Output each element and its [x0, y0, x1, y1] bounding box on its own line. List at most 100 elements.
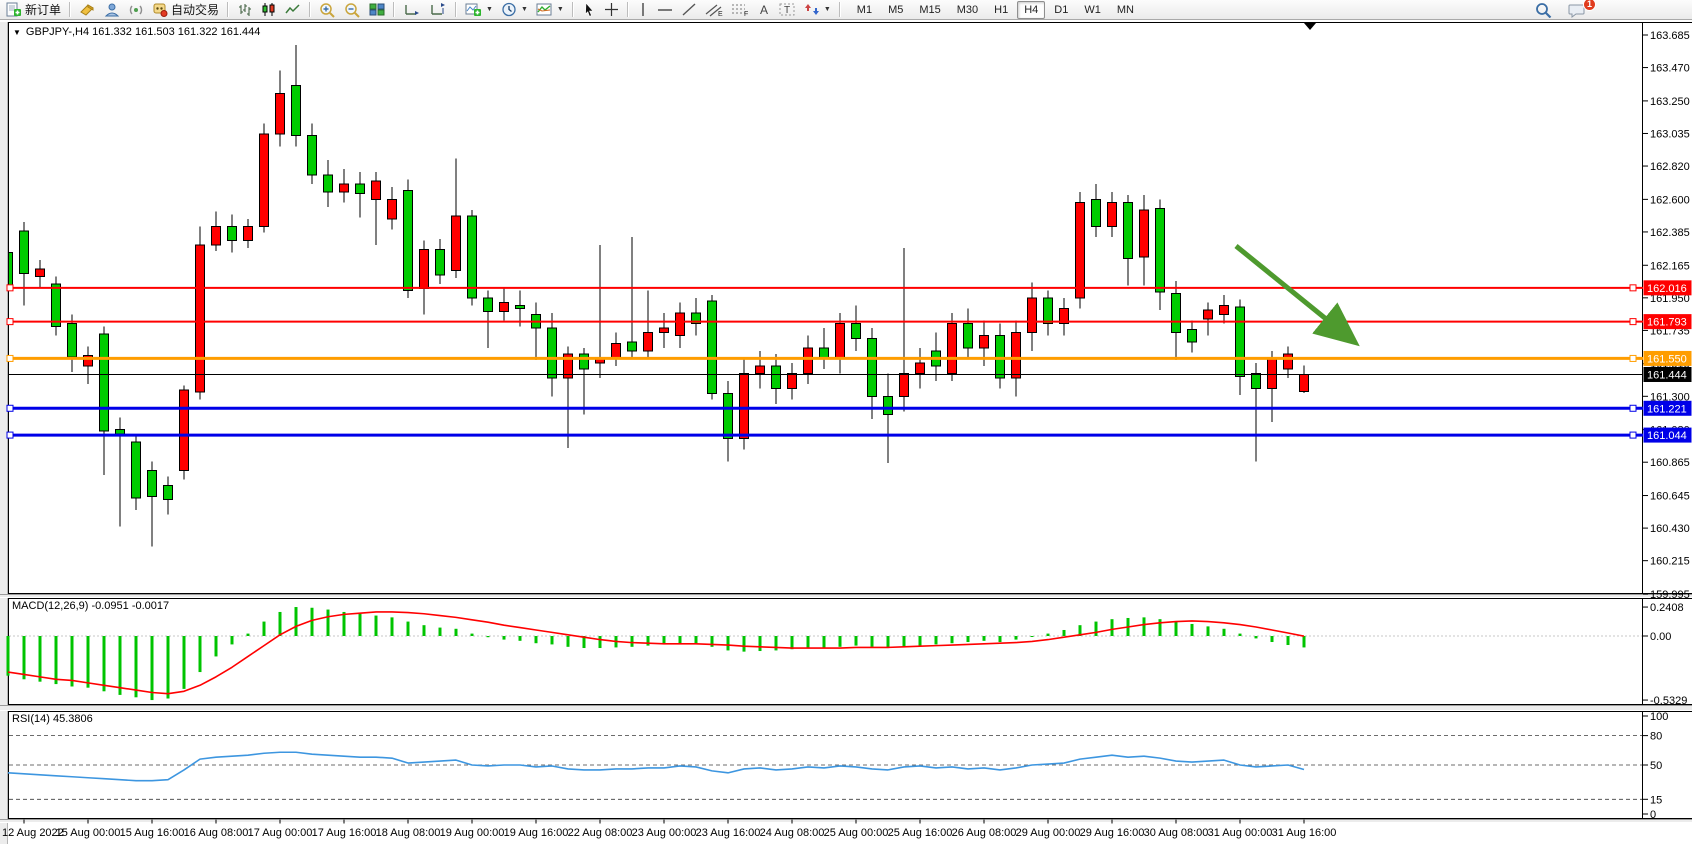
new-order-button[interactable]: 新订单: [2, 0, 65, 20]
timeframe-M5[interactable]: M5: [888, 3, 904, 16]
hline-handle[interactable]: [6, 431, 14, 439]
time-label: 22 Aug 08:00: [568, 827, 633, 839]
timeframe-M15[interactable]: M15: [919, 3, 941, 16]
text-label-tool-button[interactable]: T: [775, 0, 800, 20]
template-button[interactable]: ▼: [532, 0, 568, 20]
timeframe-M1[interactable]: M1: [856, 3, 873, 16]
crosshair-tool-button[interactable]: [600, 0, 623, 20]
macd-bar: [342, 611, 346, 636]
time-label: 16 Aug 08:00: [184, 827, 249, 839]
time-label: 18 Aug 08:00: [376, 827, 441, 839]
line-chart-mode-button[interactable]: [281, 0, 305, 20]
clock-icon: [502, 2, 516, 17]
hline-handle[interactable]: [1629, 318, 1637, 326]
timeframe-M30[interactable]: M30: [956, 3, 979, 16]
profile-button[interactable]: [100, 0, 124, 20]
vertical-line-tool-button[interactable]: [633, 0, 653, 20]
price-tick-label: 163.035: [1650, 128, 1690, 140]
search-button[interactable]: [1531, 0, 1556, 20]
candle-body: [1043, 297, 1053, 325]
periods-button[interactable]: ▼: [497, 0, 532, 20]
hline-handle[interactable]: [6, 284, 14, 292]
timeframe-D1[interactable]: D1: [1054, 3, 1069, 16]
left-gutter: [0, 22, 8, 844]
candle-body: [835, 323, 845, 359]
zoom-in-button[interactable]: [315, 0, 340, 20]
fibonacci-tool-button[interactable]: F: [727, 0, 753, 20]
hline-handle[interactable]: [1629, 431, 1637, 439]
timeframe-W1[interactable]: W1: [1084, 3, 1101, 16]
panel-splitter[interactable]: [0, 819, 1692, 823]
candle-body: [163, 485, 173, 500]
cursor-tool-button[interactable]: [578, 0, 600, 20]
indicators-button[interactable]: ▼: [461, 0, 497, 20]
candle-body: [883, 395, 893, 415]
macd-bar: [198, 636, 202, 673]
search-icon: [1536, 2, 1552, 18]
hline-handle[interactable]: [1629, 354, 1637, 362]
trendline-tool-button[interactable]: [677, 0, 701, 20]
bookmark-button[interactable]: [75, 0, 100, 20]
channel-tool-button[interactable]: E: [701, 0, 727, 20]
panel-splitter[interactable]: [0, 705, 1692, 711]
candle-body: [227, 226, 237, 241]
candle-body: [979, 335, 989, 349]
macd-bar: [630, 636, 634, 647]
auto-trading-label: 自动交易: [171, 3, 220, 17]
bar-chart-mode-button[interactable]: [233, 0, 257, 20]
candle-chart-mode-button[interactable]: [257, 0, 281, 20]
arrange-right-button[interactable]: [425, 0, 451, 20]
chart-shift-marker-icon[interactable]: [1304, 23, 1316, 30]
candle-body: [499, 301, 509, 312]
macd-bar: [838, 636, 842, 647]
fibonacci-icon: F: [731, 4, 748, 17]
candle-body: [147, 470, 157, 497]
macd-bar: [118, 636, 122, 695]
arrows-tool-button[interactable]: ▼: [800, 0, 835, 20]
candle-body: [275, 92, 285, 135]
tile-windows-button[interactable]: [365, 0, 389, 20]
price-tick-label: 161.300: [1650, 391, 1690, 403]
macd-bar: [310, 607, 314, 636]
horizontal-line-tool-button[interactable]: [653, 0, 677, 20]
timeframe-MN[interactable]: MN: [1116, 3, 1134, 16]
svg-text:E: E: [718, 11, 723, 17]
hline-handle[interactable]: [6, 318, 14, 326]
hline-handle[interactable]: [1629, 284, 1637, 292]
macd-bar: [566, 636, 570, 647]
collapse-indicator-icon[interactable]: ▼: [13, 27, 21, 37]
macd-bar: [246, 633, 250, 636]
hline-handle[interactable]: [6, 404, 14, 412]
macd-bar: [710, 636, 714, 647]
macd-bar: [582, 636, 586, 649]
separator: [69, 2, 72, 17]
notifications-button[interactable]: 1: [1564, 0, 1596, 20]
macd-bar: [1206, 626, 1210, 636]
macd-bar: [134, 636, 138, 698]
hline-price-box-text: 161.221: [1647, 403, 1687, 415]
text-label-icon: T: [779, 3, 795, 16]
candle-body: [387, 198, 397, 220]
signal-button[interactable]: [124, 0, 148, 20]
candle-body: [755, 365, 765, 375]
panel-splitter[interactable]: [0, 594, 1692, 598]
arrange-left-button[interactable]: [399, 0, 425, 20]
macd-bar: [854, 636, 858, 646]
auto-trading-icon: [153, 3, 168, 17]
timeframe-H4[interactable]: H4: [1017, 0, 1046, 19]
hline-handle[interactable]: [1629, 404, 1637, 412]
macd-bar: [374, 615, 378, 636]
zoom-out-button[interactable]: [340, 0, 365, 20]
time-label: 29 Aug 00:00: [1016, 827, 1081, 839]
time-label: 17 Aug 16:00: [312, 827, 377, 839]
candle-body: [1203, 309, 1213, 320]
text-tool-button[interactable]: A: [753, 0, 775, 20]
candle-body: [691, 312, 701, 325]
timeframe-H1[interactable]: H1: [994, 3, 1009, 16]
auto-trading-button[interactable]: 自动交易: [148, 0, 223, 20]
hline-handle[interactable]: [6, 354, 14, 362]
candle-body: [787, 373, 797, 390]
macd-bar: [182, 636, 186, 689]
trend-arrow-object[interactable]: [1234, 244, 1360, 347]
